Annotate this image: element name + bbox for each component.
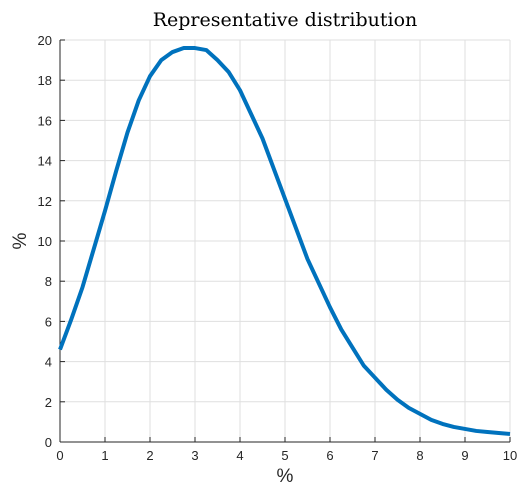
y-tick-label: 8 xyxy=(45,274,52,289)
series-group xyxy=(58,46,511,436)
y-tick-label: 0 xyxy=(45,435,52,450)
x-ticks: 0 1 2 3 4 5 6 7 8 9 10 xyxy=(56,437,517,463)
x-tick-label: 5 xyxy=(281,448,288,463)
x-tick-label: 0 xyxy=(56,448,63,463)
y-axis-label: % xyxy=(10,232,31,249)
x-tick-label: 1 xyxy=(101,448,108,463)
x-tick-label: 4 xyxy=(236,448,243,463)
x-tick-label: 7 xyxy=(371,448,378,463)
y-tick-label: 2 xyxy=(45,395,52,410)
x-axis-label: % xyxy=(277,466,294,487)
chart-title: Representative distribution xyxy=(153,9,418,31)
x-tick-label: 9 xyxy=(461,448,468,463)
y-tick-label: 16 xyxy=(38,113,52,128)
x-tick-label: 10 xyxy=(503,448,517,463)
y-tick-label: 10 xyxy=(38,234,52,249)
y-tick-label: 6 xyxy=(45,314,52,329)
x-tick-label: 2 xyxy=(146,448,153,463)
y-tick-label: 4 xyxy=(45,355,52,370)
x-tick-label: 8 xyxy=(416,448,423,463)
y-tick-label: 12 xyxy=(38,194,52,209)
y-ticks: 0 2 4 6 8 10 12 14 16 18 20 xyxy=(38,33,65,450)
x-tick-label: 6 xyxy=(326,448,333,463)
y-tick-label: 18 xyxy=(38,73,52,88)
y-tick-label: 20 xyxy=(38,33,52,48)
series-line xyxy=(58,46,511,436)
x-tick-label: 3 xyxy=(191,448,198,463)
grid xyxy=(59,39,511,443)
y-tick-label: 14 xyxy=(38,154,52,169)
